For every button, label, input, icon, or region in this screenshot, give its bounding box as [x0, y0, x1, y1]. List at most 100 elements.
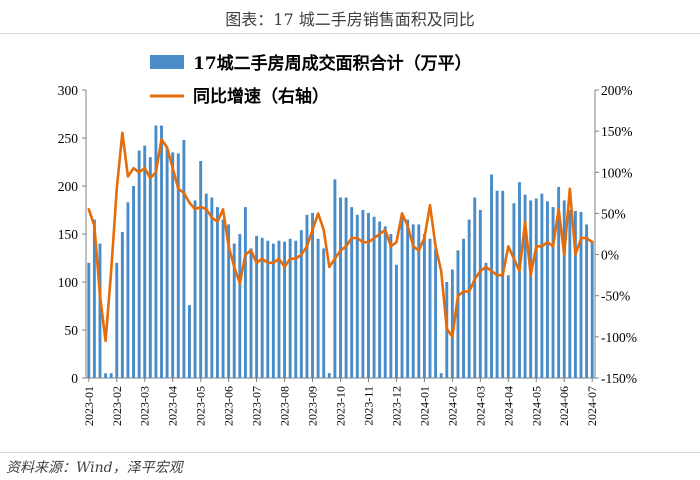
bar — [227, 224, 231, 378]
bar — [568, 210, 572, 378]
bar — [512, 203, 516, 378]
bar — [311, 212, 314, 378]
bar — [322, 248, 326, 378]
bar — [333, 179, 337, 378]
bar — [383, 226, 387, 378]
bar — [467, 219, 471, 378]
right-axis-tick-label: -100% — [601, 330, 637, 345]
legend-line-label: 同比增速（右轴） — [193, 86, 329, 107]
bar — [199, 161, 203, 378]
bar — [243, 207, 247, 378]
x-axis-tick-label: 2023-01 — [82, 386, 96, 426]
bar — [132, 186, 135, 378]
bar — [557, 186, 561, 378]
x-axis-tick-label: 2023-05 — [194, 386, 208, 426]
bar — [422, 234, 426, 378]
bar — [394, 264, 398, 378]
bar — [171, 152, 175, 378]
bar — [350, 207, 354, 378]
bar — [428, 238, 432, 378]
right-axis-tick-label: 150% — [601, 124, 633, 139]
bar — [327, 373, 331, 378]
bar — [288, 238, 292, 378]
bar — [255, 235, 259, 378]
bar — [478, 210, 482, 378]
bar — [120, 232, 124, 378]
bar — [339, 197, 342, 378]
x-axis-tick-label: 2023-02 — [110, 386, 124, 426]
bar — [165, 147, 169, 378]
bar — [518, 182, 521, 378]
bar — [115, 262, 119, 378]
bar — [495, 190, 499, 378]
bar — [523, 194, 527, 378]
bar — [473, 197, 477, 378]
bar — [551, 207, 555, 378]
bar — [232, 243, 236, 378]
x-axis-tick-label: 2023-12 — [389, 386, 403, 426]
bar — [137, 150, 141, 378]
bar — [406, 219, 410, 378]
bar — [501, 190, 505, 378]
bar — [529, 200, 533, 378]
bar — [109, 373, 113, 378]
right-axis-tick-label: 100% — [601, 165, 633, 180]
bar — [400, 214, 404, 378]
x-axis-tick-label: 2024-07 — [585, 386, 599, 426]
bar — [378, 221, 382, 378]
left-axis-tick-label: 150 — [58, 227, 79, 242]
bar — [210, 197, 214, 378]
bar — [238, 234, 242, 378]
bar — [367, 212, 370, 378]
bar — [573, 210, 577, 378]
bar — [87, 262, 91, 378]
bar — [355, 214, 359, 378]
bar — [182, 139, 186, 378]
left-axis-tick-label: 300 — [58, 83, 79, 98]
right-axis-tick-label: 0% — [601, 248, 619, 263]
bar — [283, 241, 287, 378]
bar — [361, 210, 365, 378]
x-axis-tick-label: 2023-10 — [334, 386, 348, 426]
bar — [411, 224, 415, 378]
bar — [344, 197, 348, 378]
bar — [277, 240, 281, 378]
chart-title: 图表：17 城二手房销售面积及同比 — [225, 10, 475, 29]
bar — [305, 214, 309, 378]
bar — [249, 248, 253, 378]
x-axis-tick-label: 2024-02 — [445, 386, 459, 426]
left-axis-tick-label: 200 — [58, 179, 79, 194]
bar — [540, 193, 544, 378]
x-axis-tick-label: 2023-09 — [306, 386, 320, 426]
bar — [484, 262, 488, 378]
bar — [434, 248, 438, 378]
bar — [221, 219, 225, 378]
bar — [585, 224, 589, 378]
bar — [299, 230, 303, 378]
footer-bar: 资料来源：Wind，泽平宏观 — [0, 452, 700, 480]
left-axis-tick-label: 250 — [58, 131, 79, 146]
x-axis-tick-label: 2024-05 — [529, 386, 543, 426]
bar — [316, 238, 320, 378]
bar — [534, 198, 538, 378]
bar — [126, 202, 130, 378]
yoy-growth-line — [87, 131, 594, 343]
chart-svg: 17城二手房周成交面积合计（万平） 同比增速（右轴） 300 250 200 150 1… — [58, 53, 637, 426]
bar — [266, 240, 270, 378]
bar — [417, 224, 421, 378]
right-axis-tick-label: 200% — [601, 83, 633, 98]
bar — [562, 200, 566, 378]
x-axis-tick-label: 2023-07 — [250, 386, 264, 426]
title-bar: 图表：17 城二手房销售面积及同比 — [0, 0, 700, 34]
bar — [193, 200, 197, 378]
legend-bar-label: 17城二手房周成交面积合计（万平） — [193, 53, 472, 74]
bar — [160, 125, 163, 379]
bar — [176, 153, 180, 378]
x-axis-tick-label: 2023-04 — [166, 386, 180, 426]
bar — [546, 201, 549, 378]
x-axis-tick-label: 2023-06 — [222, 386, 236, 426]
bar — [389, 234, 393, 378]
bar — [456, 250, 460, 378]
bar — [260, 237, 264, 378]
